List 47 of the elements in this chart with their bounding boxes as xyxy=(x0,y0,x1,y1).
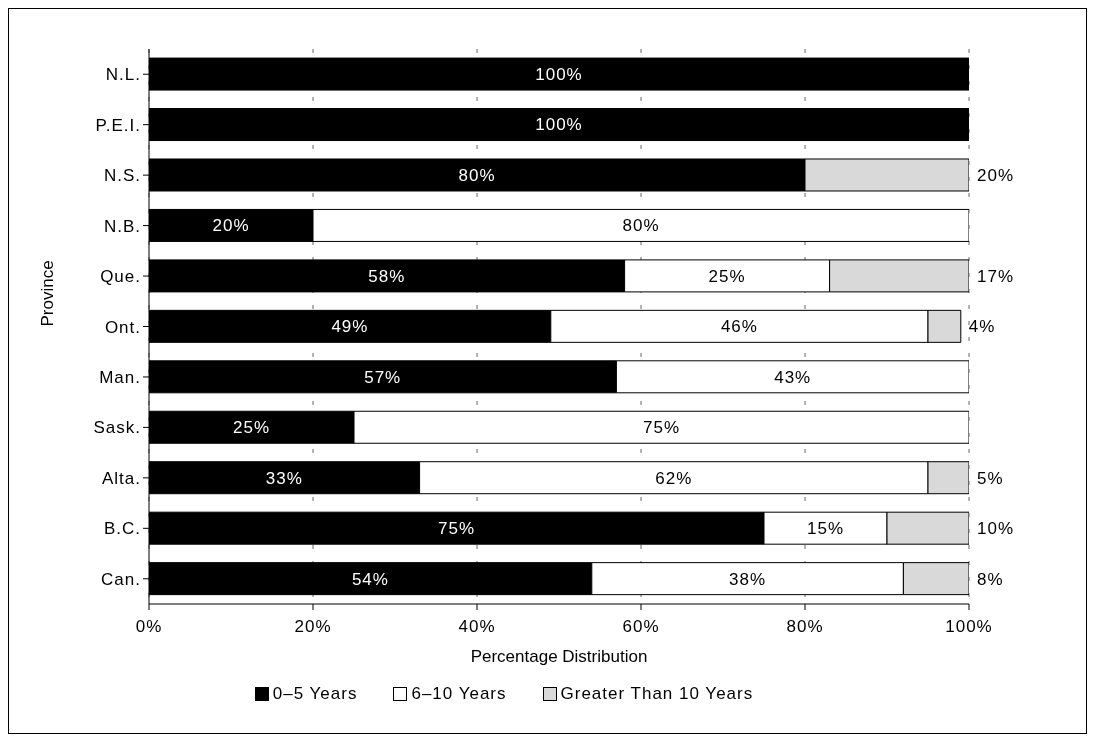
data-label: 10% xyxy=(977,519,1015,539)
legend-label: 6–10 Years xyxy=(410,684,507,704)
data-label: 25% xyxy=(708,266,746,286)
x-tick-label: 0% xyxy=(135,617,163,637)
x-tick-label: 40% xyxy=(458,617,496,637)
data-label: 46% xyxy=(720,317,758,337)
y-axis-title: Province xyxy=(38,260,58,327)
legend-label: 0–5 Years xyxy=(271,684,358,704)
data-label: 33% xyxy=(265,468,303,488)
y-tick-label: N.B. xyxy=(103,216,141,236)
y-tick-label: Can. xyxy=(101,569,141,589)
y-tick-label: P.E.I. xyxy=(95,115,141,135)
data-label: 15% xyxy=(806,519,845,539)
legend-label: Greater Than 10 Years xyxy=(559,684,754,704)
data-label: 54% xyxy=(351,569,389,589)
y-tick-label: Que. xyxy=(100,267,141,287)
data-label: 8% xyxy=(977,569,1004,589)
data-label: 20% xyxy=(212,216,250,236)
data-label: 62% xyxy=(655,468,693,488)
y-tick-label: B.C. xyxy=(103,519,141,539)
y-tick-label: Ont. xyxy=(104,317,141,337)
y-tick-label: N.L. xyxy=(105,65,141,85)
data-label: 75% xyxy=(437,519,476,539)
y-tick-label: Alta. xyxy=(101,468,141,488)
y-tick-label: Sask. xyxy=(93,418,141,438)
data-label: 49% xyxy=(331,317,369,337)
data-label: 58% xyxy=(368,266,406,286)
data-label: 38% xyxy=(729,569,767,589)
data-label: 17% xyxy=(977,266,1015,286)
x-axis-title: Percentage Distribution xyxy=(470,647,648,666)
data-label: 20% xyxy=(977,165,1015,185)
data-label: 5% xyxy=(977,468,1004,488)
data-label: 80% xyxy=(458,165,496,185)
y-tick-label: Man. xyxy=(99,367,141,387)
x-tick-label: 80% xyxy=(786,617,824,637)
data-label: 75% xyxy=(642,418,681,438)
y-tick-label: N.S. xyxy=(103,166,141,186)
data-label: 57% xyxy=(364,367,402,387)
data-label: 43% xyxy=(774,367,812,387)
x-tick-label: 60% xyxy=(622,617,660,637)
x-tick-label: 100% xyxy=(945,617,993,637)
data-label: 80% xyxy=(622,216,660,236)
data-label: 4% xyxy=(968,317,996,337)
x-tick-label: 20% xyxy=(294,617,332,637)
data-label: 100% xyxy=(535,115,583,135)
data-label: 100% xyxy=(535,65,583,85)
data-label: 25% xyxy=(232,418,271,438)
